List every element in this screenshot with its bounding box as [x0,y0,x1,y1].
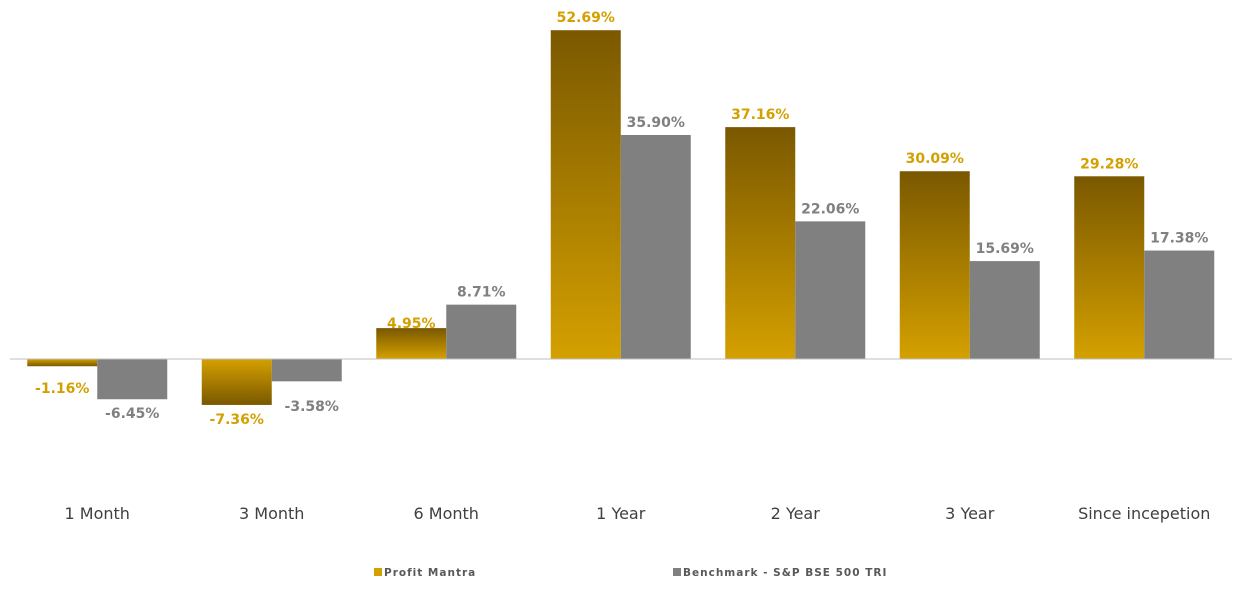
benchmark-value-label-1: -3.58% [285,399,339,415]
category-label-0: 1 Month [65,504,130,523]
category-labels-layer: 1 Month 3 Month 6 Month 1 Year 2 Year 3 Year S… [65,504,1211,523]
profit-mantra-bar-0 [27,359,98,367]
profit-mantra-bar-4 [725,127,796,359]
category-label-4: 2 Year [771,504,821,523]
profit-mantra-value-label-0: -1.16% [35,381,89,397]
legend-label-benchmark: Benchmark - S&P BSE 500 TRI [683,567,887,579]
profit-mantra-bar-3 [550,30,621,360]
benchmark-value-label-3: 35.90% [627,115,685,131]
benchmark-bar-1 [271,359,342,382]
benchmark-bar-6 [1144,250,1215,359]
profit-mantra-bar-6 [1074,176,1145,359]
benchmark-value-label-4: 22.06% [801,201,859,217]
benchmark-value-label-2: 8.71% [457,285,506,301]
value-labels-layer: -1.16% -6.45% -7.36% -3.58% 4.95% 8.71% 52.69%… [35,10,1208,428]
legend-label-profit-mantra: Profit Mantra [384,567,476,579]
profit-mantra-value-label-2: 4.95% [387,316,436,332]
benchmark-bar-3 [620,134,691,359]
profit-mantra-value-label-3: 52.69% [557,10,615,26]
bars-layer [27,30,1215,405]
category-label-2: 6 Month [414,504,479,523]
benchmark-bar-2 [446,304,517,359]
profit-mantra-value-label-5: 30.09% [906,151,964,167]
category-label-1: 3 Month [239,504,304,523]
profit-mantra-bar-1 [201,359,272,405]
benchmark-bar-0 [97,359,168,400]
profit-mantra-bar-5 [899,171,970,359]
legend: Profit Mantra Benchmark - S&P BSE 500 TRI [374,567,887,579]
category-label-3: 1 Year [596,504,646,523]
benchmark-bar-4 [795,221,866,359]
profit-mantra-bar-2 [376,328,447,359]
category-label-5: 3 Year [945,504,995,523]
profit-mantra-value-label-6: 29.28% [1080,156,1138,172]
benchmark-value-label-5: 15.69% [976,241,1034,257]
profit-mantra-value-label-4: 37.16% [731,107,789,123]
legend-swatch-profit-mantra [374,568,382,576]
benchmark-value-label-0: -6.45% [105,406,159,422]
legend-swatch-benchmark [673,568,681,576]
category-label-6: Since incepetion [1078,504,1210,523]
benchmark-bar-5 [969,261,1040,359]
profit-mantra-value-label-1: -7.36% [210,412,264,428]
benchmark-value-label-6: 17.38% [1150,231,1208,247]
